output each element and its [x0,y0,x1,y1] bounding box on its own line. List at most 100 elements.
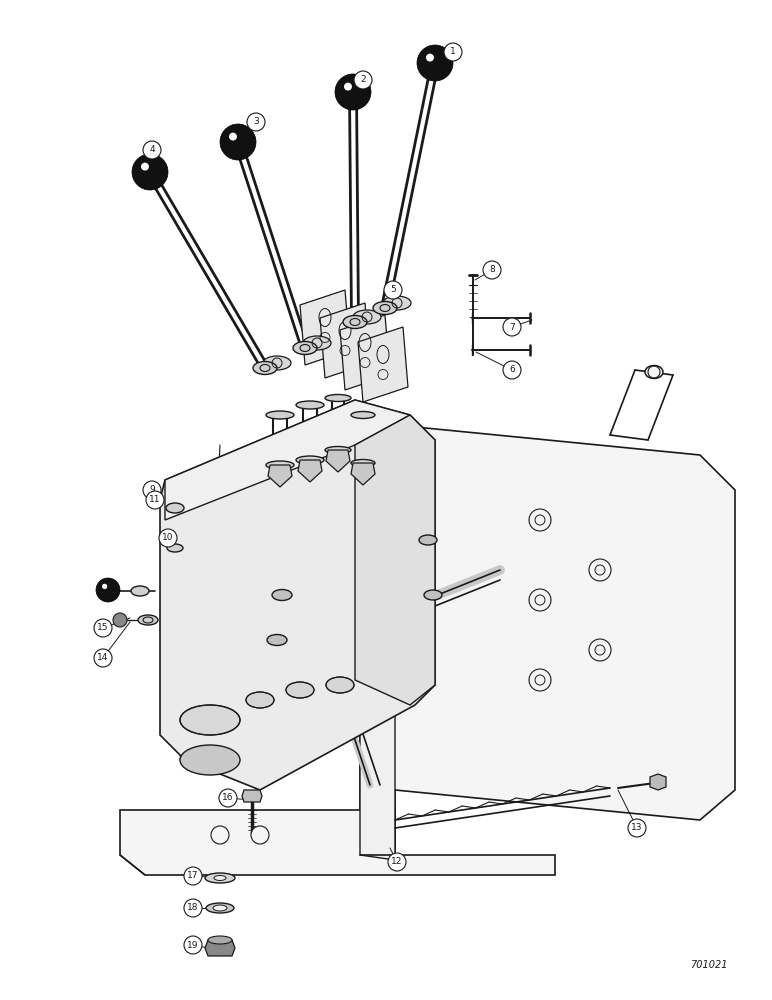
Text: 12: 12 [391,857,403,866]
Polygon shape [300,290,350,365]
Polygon shape [340,315,390,390]
Text: 19: 19 [188,940,198,950]
Circle shape [384,281,402,299]
Ellipse shape [131,586,149,596]
Ellipse shape [351,460,375,466]
Ellipse shape [293,342,317,355]
Circle shape [503,361,521,379]
Ellipse shape [303,336,331,350]
Circle shape [354,71,372,89]
Ellipse shape [325,446,351,454]
Ellipse shape [383,296,411,310]
Ellipse shape [353,310,381,324]
Ellipse shape [253,361,277,374]
Circle shape [589,639,611,661]
Circle shape [143,141,161,159]
Circle shape [220,124,256,160]
Text: 13: 13 [631,824,643,832]
Ellipse shape [266,411,294,419]
Text: 5: 5 [390,286,396,294]
Circle shape [628,819,646,837]
Text: 7: 7 [509,322,515,332]
Ellipse shape [180,745,240,775]
Text: 17: 17 [188,871,198,880]
Circle shape [229,133,237,141]
Circle shape [96,578,120,602]
Polygon shape [298,460,322,482]
Ellipse shape [424,590,442,600]
Circle shape [184,867,202,885]
Ellipse shape [286,682,314,698]
Circle shape [94,649,112,667]
Text: 2: 2 [361,76,366,85]
Ellipse shape [206,903,234,913]
Ellipse shape [645,365,663,378]
Polygon shape [650,774,666,790]
Ellipse shape [267,635,287,646]
Ellipse shape [373,302,397,314]
Ellipse shape [351,412,375,418]
Polygon shape [320,303,370,378]
Ellipse shape [208,936,232,944]
Circle shape [251,826,269,844]
Circle shape [483,261,501,279]
Polygon shape [358,327,408,402]
Ellipse shape [205,873,235,883]
Circle shape [184,899,202,917]
Ellipse shape [180,705,240,735]
Text: 15: 15 [97,624,109,633]
Circle shape [132,154,168,190]
Text: 1: 1 [450,47,456,56]
Text: 16: 16 [222,794,234,802]
Polygon shape [160,400,435,790]
Circle shape [529,669,551,691]
Circle shape [141,163,149,171]
Polygon shape [351,463,375,485]
Circle shape [388,853,406,871]
Text: 9: 9 [149,486,155,494]
Ellipse shape [167,544,183,552]
Polygon shape [360,425,735,820]
Polygon shape [268,465,292,487]
Circle shape [143,481,161,499]
Ellipse shape [266,461,294,469]
Ellipse shape [138,615,158,625]
Circle shape [503,318,521,336]
Ellipse shape [272,589,292,600]
Ellipse shape [263,356,291,370]
Text: 701021: 701021 [690,960,727,970]
Circle shape [417,45,453,81]
Circle shape [426,54,434,62]
Circle shape [159,529,177,547]
Text: 18: 18 [188,904,198,912]
Ellipse shape [296,401,324,409]
Circle shape [219,789,237,807]
Circle shape [444,43,462,61]
Circle shape [102,584,107,589]
Text: 3: 3 [253,117,259,126]
Ellipse shape [296,456,324,464]
Text: 10: 10 [162,534,174,542]
Circle shape [113,613,127,627]
Polygon shape [355,415,435,705]
Ellipse shape [166,503,184,513]
Ellipse shape [214,876,226,880]
Polygon shape [165,400,410,520]
Circle shape [247,113,265,131]
Ellipse shape [326,677,354,693]
Circle shape [211,826,229,844]
Ellipse shape [246,692,274,708]
Ellipse shape [213,905,227,911]
Polygon shape [242,790,262,802]
Polygon shape [205,940,235,956]
Text: 11: 11 [149,495,161,504]
Polygon shape [326,450,350,472]
Circle shape [94,619,112,637]
Circle shape [529,509,551,531]
Circle shape [589,559,611,581]
Circle shape [184,936,202,954]
Circle shape [344,83,352,91]
Ellipse shape [325,394,351,401]
Ellipse shape [343,316,367,328]
Text: 4: 4 [149,145,155,154]
